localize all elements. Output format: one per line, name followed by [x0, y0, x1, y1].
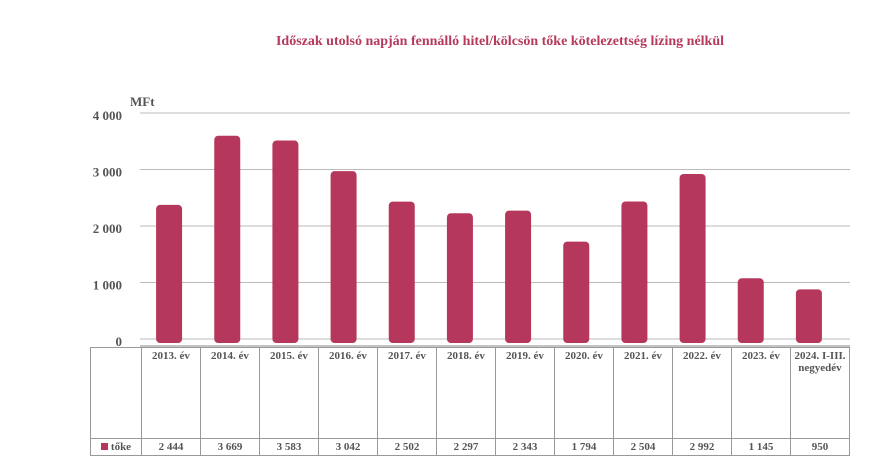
bar: [330, 171, 357, 343]
category-cell: 2020. év: [554, 347, 614, 439]
category-cell: 2024. I-III. negyedév: [790, 347, 850, 439]
value-cell: 2 444: [141, 438, 201, 456]
category-cell: 2018. év: [436, 347, 496, 439]
value-cell: 2 992: [672, 438, 732, 456]
value-cell: 2 504: [613, 438, 673, 456]
y-tick-label: 0: [116, 334, 123, 349]
value-cell: 2 297: [436, 438, 496, 456]
bar: [446, 213, 473, 343]
category-cell: 2013. év: [141, 347, 201, 439]
y-tick-label: 3 000: [93, 164, 122, 179]
bar: [272, 140, 299, 343]
category-cell: 2019. év: [495, 347, 555, 439]
value-cell: 950: [790, 438, 850, 456]
category-cell: 2014. év: [200, 347, 260, 439]
value-cell: 1 145: [731, 438, 791, 456]
value-cell: 3 583: [259, 438, 319, 456]
bar: [214, 135, 241, 343]
bar: [795, 289, 822, 343]
y-tick-label: 4 000: [93, 108, 122, 123]
value-cell: 2 343: [495, 438, 555, 456]
value-cell: 2 502: [377, 438, 437, 456]
bar: [679, 173, 706, 343]
category-cell: 2016. év: [318, 347, 378, 439]
value-cell: 3 669: [200, 438, 260, 456]
y-tick-label: 2 000: [93, 221, 122, 236]
y-tick-label: 1 000: [93, 277, 122, 292]
legend-label: tőke: [110, 441, 132, 453]
category-cell: 2021. év: [613, 347, 673, 439]
bar: [505, 210, 532, 343]
value-cell: 3 042: [318, 438, 378, 456]
bar: [156, 204, 183, 343]
category-cell: 2022. év: [672, 347, 732, 439]
category-cell: 2017. év: [377, 347, 437, 439]
category-cell: 2015. év: [259, 347, 319, 439]
bar: [621, 201, 648, 343]
legend-cell: tőke: [90, 438, 142, 456]
value-cell: 1 794: [554, 438, 614, 456]
bar: [563, 241, 590, 343]
bar: [388, 201, 415, 343]
corner-cell: [90, 347, 142, 439]
chart-title: Időszak utolsó napján fennálló hitel/köl…: [276, 34, 724, 49]
data-table: 2013. év 2014. év 2015. év 2016. év 2017. év…: [90, 347, 850, 456]
legend-swatch: [100, 443, 108, 450]
bar: [737, 278, 764, 343]
category-cell: 2023. év: [731, 347, 791, 439]
y-axis-label: MFt: [130, 94, 155, 109]
